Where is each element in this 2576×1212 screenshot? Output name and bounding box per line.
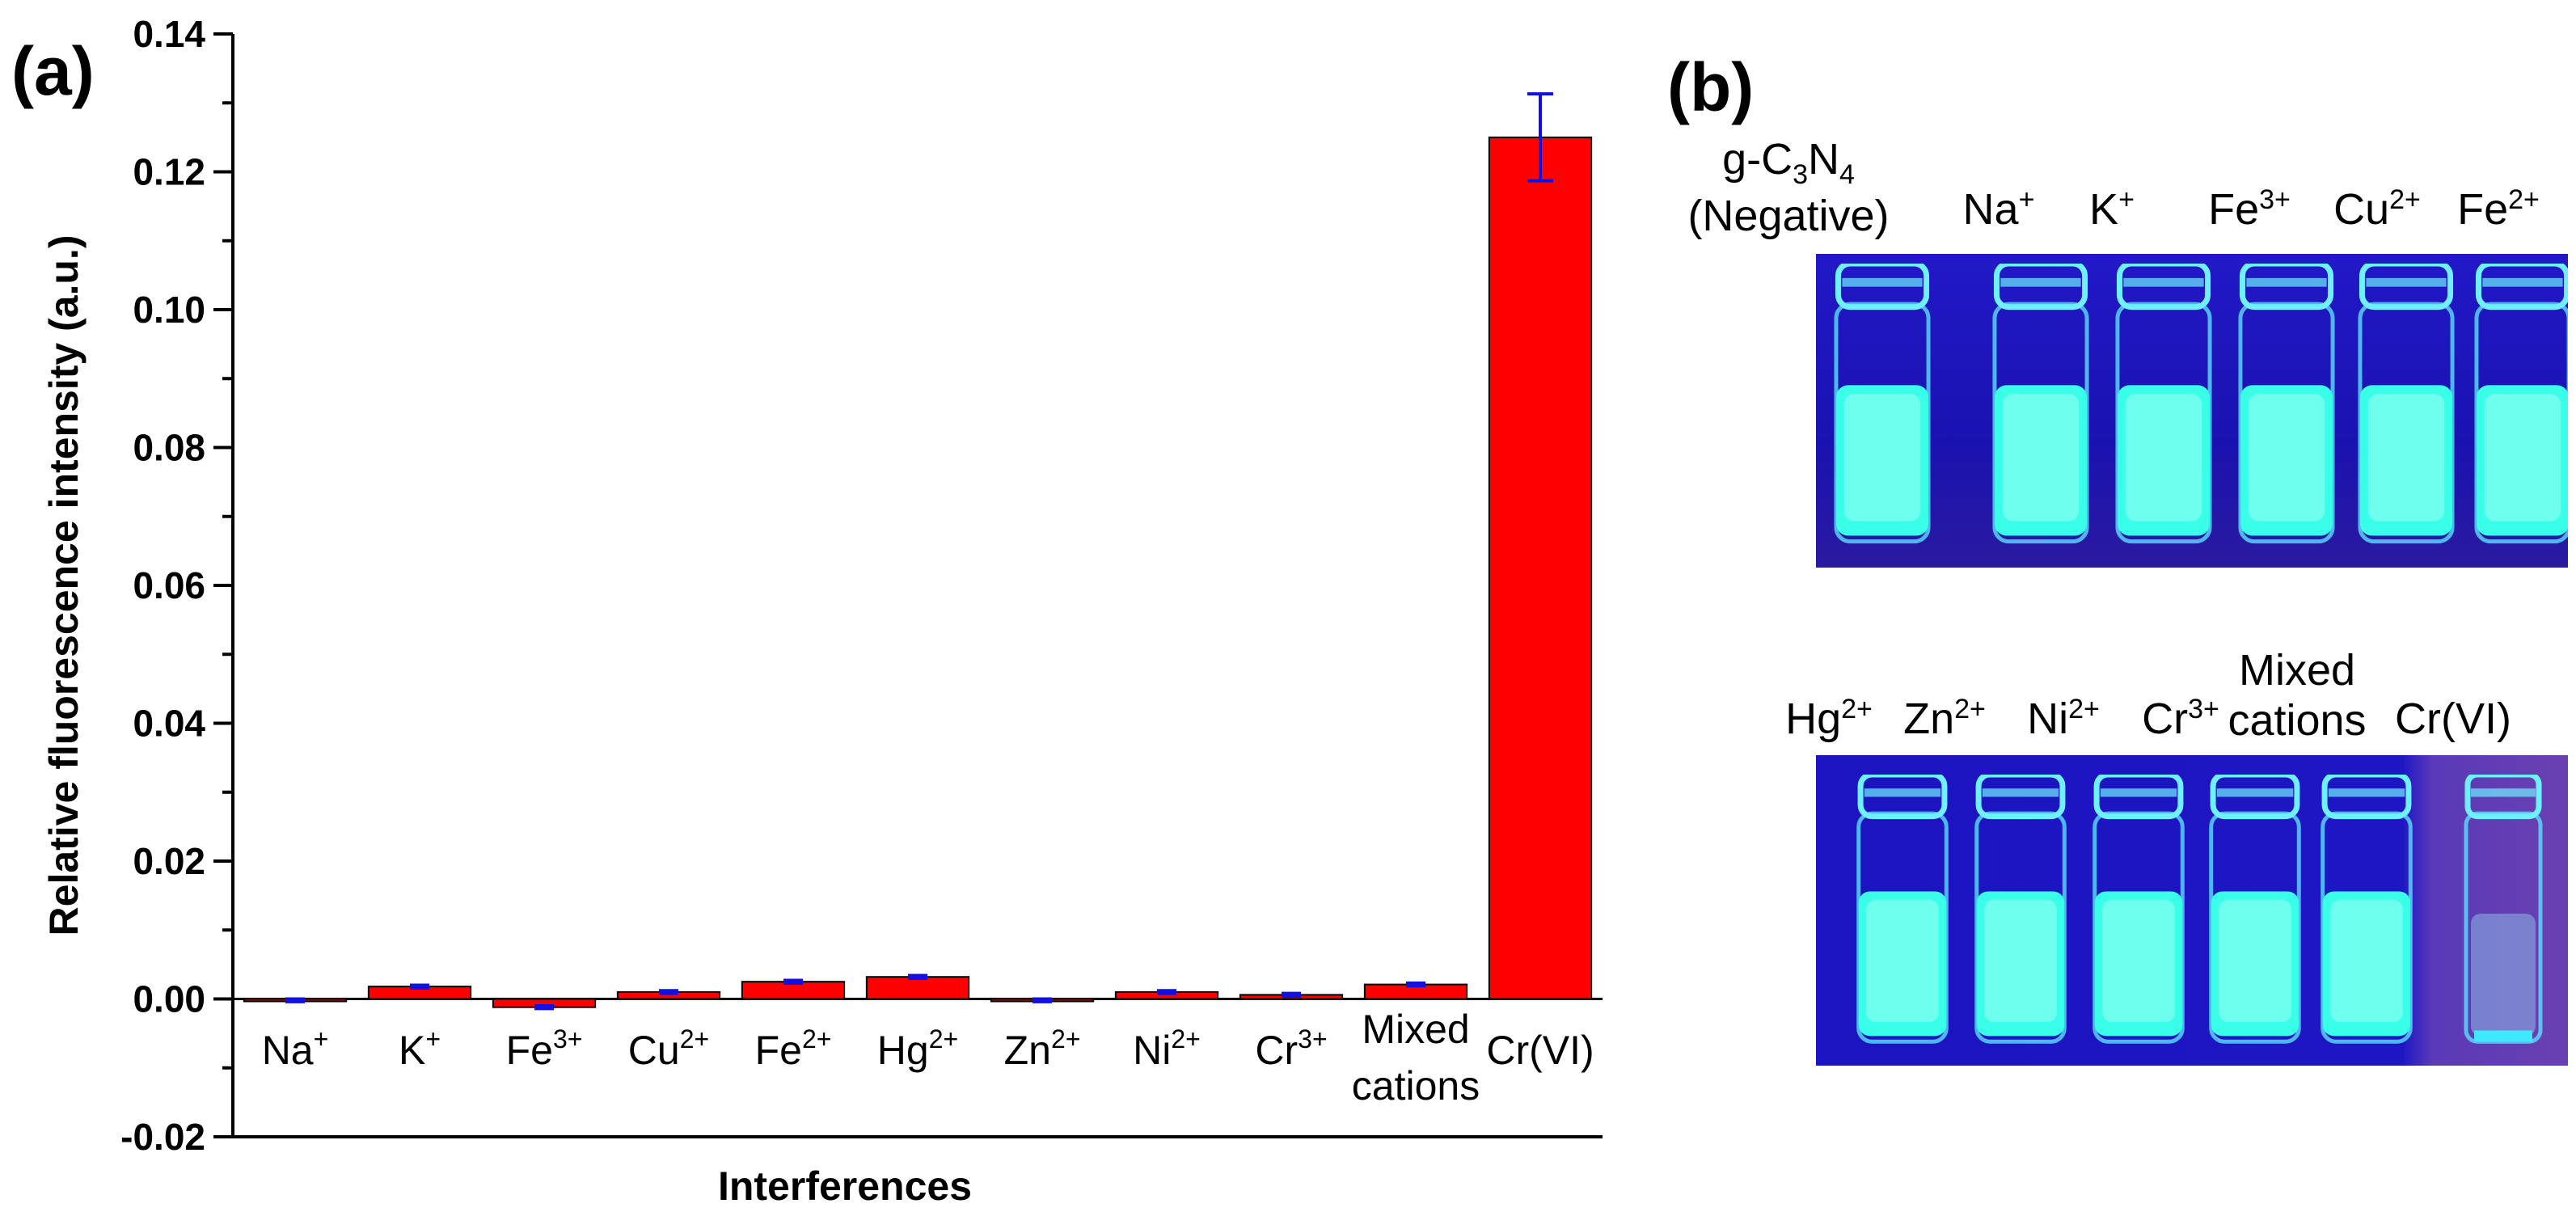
vial-bottom-3 bbox=[2209, 775, 2301, 1044]
x-tick-label-8: Cr3+ bbox=[1255, 1024, 1327, 1073]
y-tick-label-3: 0.04 bbox=[133, 703, 205, 745]
vial-top-1 bbox=[1992, 264, 2089, 544]
y-tick-label-0: -0.02 bbox=[120, 1116, 205, 1158]
vial-top-5 bbox=[2474, 264, 2568, 544]
photo-bottom-label-3: Cr3+ bbox=[2142, 694, 2219, 743]
x-tick-label-9-line2: cations bbox=[1352, 1063, 1480, 1109]
vial-top-3 bbox=[2238, 264, 2335, 544]
x-tick-label-9: Mixed bbox=[1362, 1007, 1469, 1052]
x-tick-label-3: Cu2+ bbox=[628, 1024, 709, 1073]
y-tick-label-2: 0.02 bbox=[133, 840, 205, 882]
vial-top-2 bbox=[2115, 264, 2212, 544]
y-tick-label-1: 0.00 bbox=[133, 978, 205, 1020]
x-tick-label-4: Fe2+ bbox=[755, 1024, 832, 1073]
vial-bottom-5 bbox=[2464, 775, 2543, 1044]
vial-photo-panel: g-C3N4 (Negative) Na+ K+ Fe3+ Cu2+ Fe2+ Hg2+ Zn2… bbox=[1682, 0, 2576, 1212]
y-tick-label-7: 0.12 bbox=[133, 151, 205, 193]
vial-top-4 bbox=[2358, 264, 2455, 544]
vial-bottom-4 bbox=[2321, 775, 2413, 1044]
vial-bottom-0 bbox=[1856, 775, 1949, 1044]
y-tick-label-5: 0.08 bbox=[133, 427, 205, 469]
photo-top-label-1: Na+ bbox=[1962, 184, 2035, 234]
x-axis-title: Interferences bbox=[718, 1163, 972, 1209]
x-tick-label-5: Hg2+ bbox=[877, 1024, 958, 1073]
y-tick-label-8: 0.14 bbox=[133, 13, 205, 55]
bar-10 bbox=[1488, 136, 1593, 1000]
vial-top-0 bbox=[1834, 264, 1931, 544]
photo-top-label-4: Cu2+ bbox=[2333, 184, 2421, 234]
vial-bottom-2 bbox=[2092, 775, 2185, 1044]
y-axis-title: Relative fluorescence intensity (a.u.) bbox=[41, 235, 87, 936]
photo-bottom-vials bbox=[1816, 755, 2568, 1066]
x-tick-label-0: Na+ bbox=[262, 1024, 329, 1073]
x-tick-label-2: Fe3+ bbox=[506, 1024, 583, 1073]
photo-top-label-0: g-C3N4 (Negative) bbox=[1687, 135, 1890, 240]
x-tick-label-1: K+ bbox=[399, 1024, 441, 1073]
y-tick-label-6: 0.10 bbox=[133, 289, 205, 331]
photo-bottom-label-4: Mixed cations bbox=[2228, 646, 2367, 745]
bar-5 bbox=[865, 976, 970, 1000]
photo-top-label-2: K+ bbox=[2089, 184, 2135, 234]
x-tick-label-7: Ni2+ bbox=[1133, 1024, 1201, 1073]
photo-bottom-label-0: Hg2+ bbox=[1785, 694, 1873, 743]
x-tick-label-10: Cr(VI) bbox=[1486, 1028, 1594, 1073]
bar-chart: -0.02 0.00 0.02 0.04 0.06 0.08 0.10 0.12 0.14 Rel… bbox=[41, 13, 1603, 1209]
y-tick-label-4: 0.06 bbox=[133, 564, 205, 606]
panel-a-label: (a) bbox=[11, 33, 95, 109]
panel-b-label: (b) bbox=[1667, 49, 1755, 125]
x-tick-label-6: Zn2+ bbox=[1004, 1024, 1081, 1073]
photo-bottom-label-1: Zn2+ bbox=[1903, 694, 1986, 743]
vial-bottom-1 bbox=[1974, 775, 2067, 1044]
photo-bottom-label-5: Cr(VI) bbox=[2395, 695, 2511, 743]
photo-top-vials bbox=[1816, 254, 2568, 568]
photo-top-label-3: Fe3+ bbox=[2208, 184, 2291, 234]
photo-top-label-5: Fe2+ bbox=[2457, 184, 2540, 234]
photo-bottom-label-2: Ni2+ bbox=[2027, 694, 2100, 743]
